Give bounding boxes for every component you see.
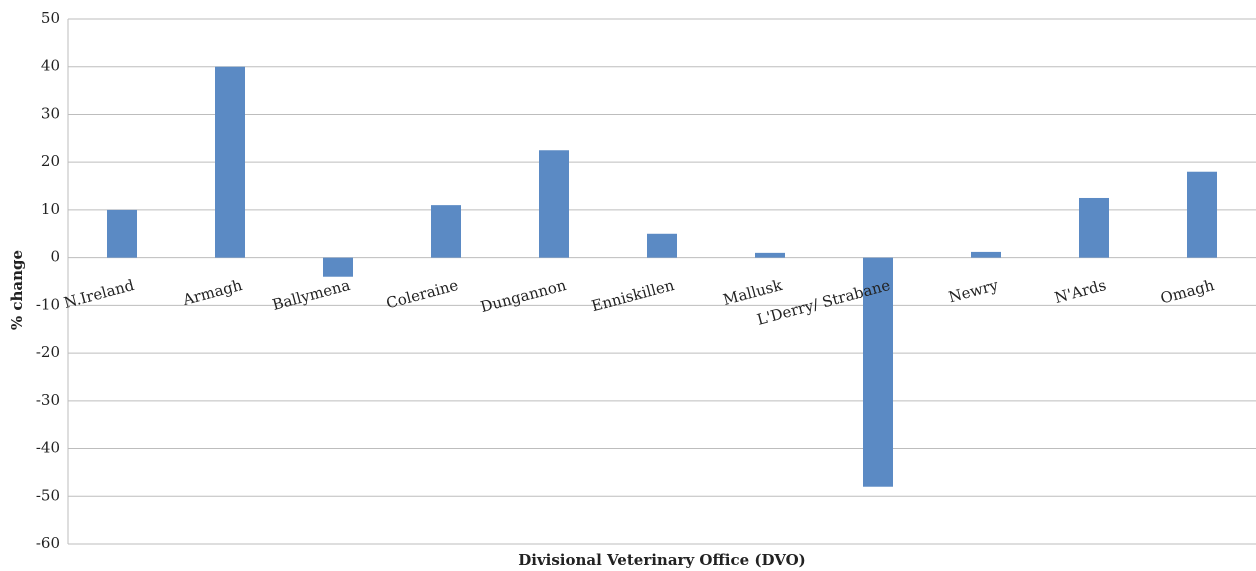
y-tick-label: -50 [36,486,60,504]
x-tick-label: Coleraine [384,276,460,312]
bar [755,252,785,258]
x-tick-label: Newry [947,276,1001,307]
bar [323,257,353,277]
y-tick-label: 50 [41,9,60,27]
y-tick-label: 0 [50,248,60,266]
y-tick-label: 30 [41,104,60,122]
x-tick-label: Omagh [1159,276,1217,308]
y-tick-label: -60 [36,534,60,552]
y-tick-label: 20 [41,152,60,170]
bar [539,150,569,258]
x-tick-label: Mallusk [721,276,785,309]
x-tick-label: N.Ireland [62,276,137,312]
bar [431,205,461,258]
x-tick-label: Enniskillen [590,276,677,315]
bar [647,233,677,258]
bar [1079,197,1109,258]
x-tick-label: Armagh [180,276,244,309]
x-tick-label: Ballymena [270,276,352,314]
bar [1187,171,1217,258]
y-tick-label: -20 [36,343,60,361]
y-axis-title: % change [8,250,26,330]
bar [863,257,893,487]
y-tick-label: 40 [41,57,60,75]
bar [215,66,245,258]
y-tick-label: 10 [41,200,60,218]
x-tick-label: N'Ards [1053,276,1108,307]
bar [107,209,137,258]
bar [971,251,1001,258]
y-tick-label: -10 [36,295,60,313]
x-tick-label: Dungannon [479,276,569,316]
x-axis-title: Divisional Veterinary Office (DVO) [518,551,806,569]
y-tick-label: -30 [36,391,60,409]
y-tick-label: -40 [36,439,60,457]
